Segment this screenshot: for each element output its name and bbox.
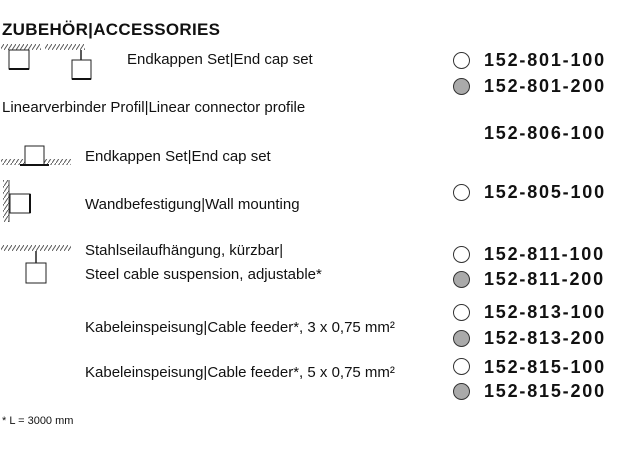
option-radio[interactable] (453, 52, 470, 69)
page-title: ZUBEHÖR|ACCESSORIES (2, 20, 221, 39)
end-cap-icon (1, 145, 71, 166)
product-code: 152-813-200 (484, 328, 606, 348)
row-label: Kabeleinspeisung|Cable feeder*, 5 x 0,75… (85, 364, 395, 381)
product-code: 152-811-200 (484, 269, 605, 289)
row-label: Endkappen Set|End cap set (85, 148, 271, 165)
product-code: 152-805-100 (484, 182, 606, 202)
product-code: 152-801-100 (484, 50, 606, 70)
row-label: Endkappen Set|End cap set (127, 51, 313, 68)
product-code: 152-811-100 (484, 244, 605, 264)
option-radio[interactable] (453, 78, 470, 95)
option-radio[interactable] (453, 246, 470, 263)
end-cap-icon (1, 44, 92, 80)
row-label: Stahlseilaufhängung, kürzbar| (85, 242, 284, 259)
row-label: Wandbefestigung|Wall mounting (85, 196, 300, 213)
product-code: 152-801-200 (484, 76, 606, 96)
footnote: * L = 3000 mm (2, 415, 74, 427)
product-code: 152-815-100 (484, 357, 606, 377)
row-label: Linearverbinder Profil|Linear connector … (2, 99, 306, 116)
option-radio[interactable] (453, 330, 470, 347)
cable-suspension-icon (1, 245, 71, 284)
option-radio[interactable] (453, 358, 470, 375)
wall-mount-icon (3, 180, 31, 222)
row-label: Steel cable suspension, adjustable* (85, 266, 322, 283)
product-code: 152-813-100 (484, 302, 606, 322)
option-radio[interactable] (453, 304, 470, 321)
product-code: 152-815-200 (484, 381, 606, 401)
product-code: 152-806-100 (484, 123, 606, 143)
option-radio[interactable] (453, 184, 470, 201)
option-radio[interactable] (453, 383, 470, 400)
row-label: Kabeleinspeisung|Cable feeder*, 3 x 0,75… (85, 319, 395, 336)
option-radio[interactable] (453, 271, 470, 288)
